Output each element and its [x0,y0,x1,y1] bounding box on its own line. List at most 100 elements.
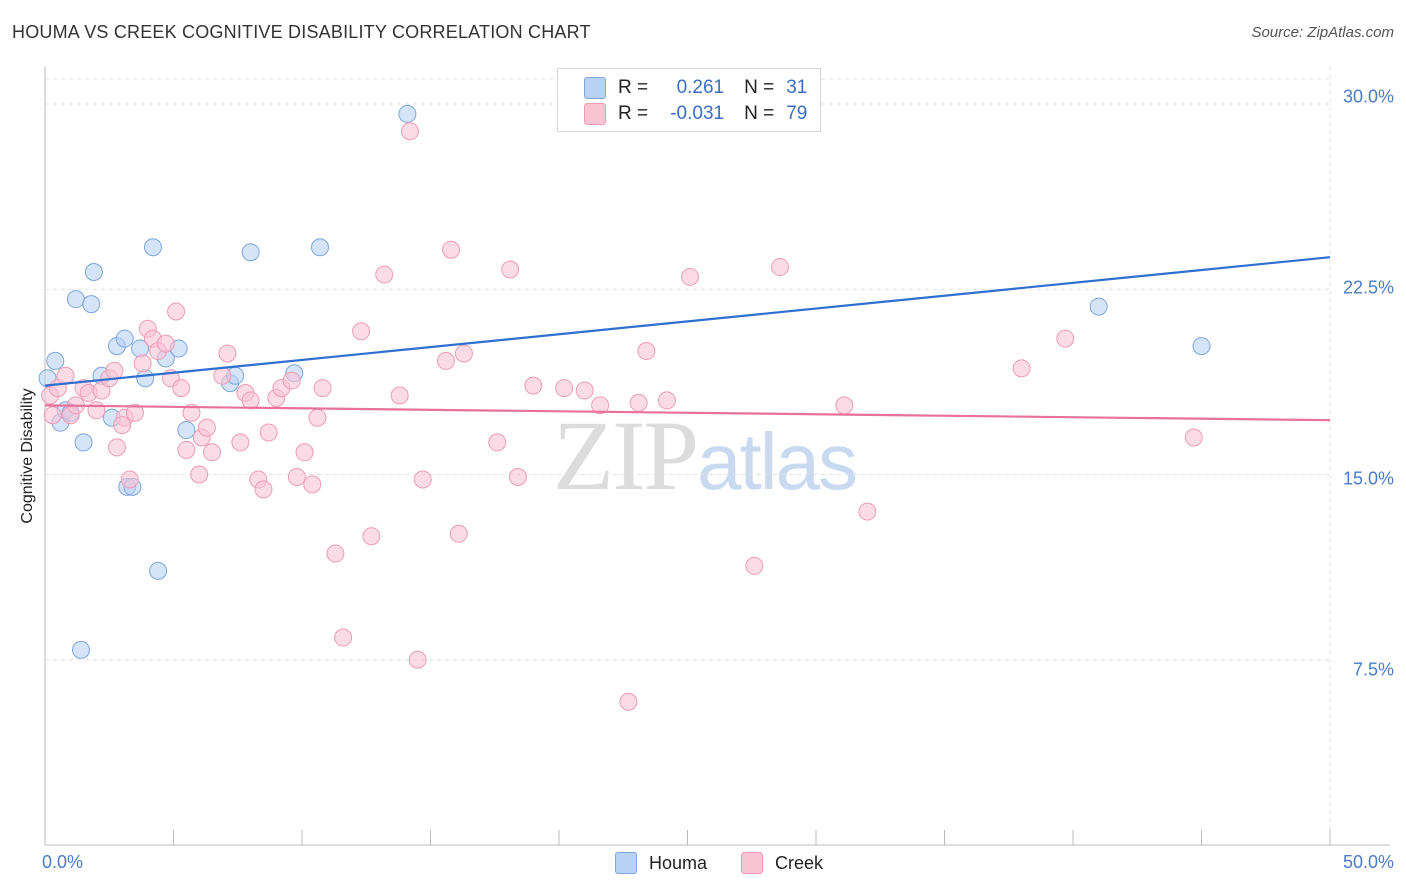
watermark-atlas: atlas [697,417,858,506]
y-axis-label: Cognitive Disability [19,388,36,524]
creek-point [259,423,278,442]
x-tick-label-max: 50.0% [1342,852,1394,872]
creek-r-value: -0.031 [670,103,725,124]
creek-point [375,265,394,284]
creek-point [43,406,62,425]
houma-legend-label: Houma [649,852,708,873]
chart-title: HOUMA VS CREEK COGNITIVE DISABILITY CORR… [12,22,591,42]
creek-legend-label: Creek [775,852,824,873]
creek-swatch [584,103,606,125]
creek-point [308,408,327,427]
series-legend: Houma Creek [615,852,857,874]
creek-point [105,361,124,380]
houma-point [136,369,155,388]
source-credit: Source: ZipAtlas.com [1251,24,1394,41]
houma-point [143,238,162,257]
legend-item-creek: Creek [741,852,823,874]
creek-point [400,122,419,141]
creek-point [241,391,260,410]
creek-point [120,470,139,489]
houma-point [149,561,168,580]
houma-point [1089,297,1108,316]
creek-point [231,433,250,452]
creek-point [362,527,381,546]
creek-point [203,443,222,462]
creek-point [681,267,700,286]
watermark-zip: ZIP [553,400,699,511]
houma-point [1192,337,1211,356]
creek-point [1056,329,1075,348]
creek-point [254,480,273,499]
creek-point [295,443,314,462]
creek-point [629,393,648,412]
creek-point [657,391,676,410]
creek-point [619,692,638,711]
houma-point [74,433,93,452]
creek-point [442,240,461,259]
axes [44,67,1390,846]
creek-point [213,366,232,385]
creek-point [555,379,574,398]
creek-point [508,467,527,486]
creek-point [334,628,353,647]
creek-point [113,416,132,435]
trend-lines [44,256,1331,422]
creek-point [488,433,507,452]
creek-point [156,334,175,353]
houma-point [398,104,417,123]
houma-n-label: N = [744,77,775,98]
creek-point [313,379,332,398]
creek-point [637,342,656,361]
creek-point [413,470,432,489]
creek-point [87,401,106,420]
creek-point [591,396,610,415]
creek-point [107,438,126,457]
houma-r-label: R = [618,77,649,98]
creek-point [771,258,790,277]
houma-point [66,290,85,309]
creek-point [197,418,216,437]
creek-n-value: 79 [786,103,808,124]
creek-point [287,467,306,486]
legend-row-creek: R = -0.031 N = 79 [584,103,807,125]
creek-point [745,556,764,575]
creek-point [326,544,345,563]
houma-point [177,421,196,440]
creek-point [352,322,371,341]
creek-point [303,475,322,494]
y-tick-label: 30.0% [1342,86,1394,107]
creek-point [436,351,455,370]
creek-point [125,403,144,422]
creek-point [177,440,196,459]
grid-lines [45,67,1331,845]
creek-point [190,465,209,484]
creek-point [449,524,468,543]
creek-point [218,344,237,363]
y-tick-label: 22.5% [1342,277,1394,298]
creek-point [501,260,520,279]
creek-point [1012,359,1031,378]
creek-point [835,396,854,415]
creek-point [167,302,186,321]
houma-point [46,351,65,370]
creek-r-label: R = [618,103,649,124]
houma-n-value: 31 [786,77,808,98]
houma-legend-swatch [615,852,637,874]
creek-point [408,650,427,669]
creek-trend-line [44,404,1331,422]
creek-point [133,354,152,373]
creek-point [390,386,409,405]
correlation-legend: R = 0.261 N = 31 R = -0.031 N = 79 [557,68,821,132]
creek-point [524,376,543,395]
houma-point [241,243,260,262]
houma-point [71,640,90,659]
creek-point [1184,428,1203,447]
creek-point [172,379,191,398]
legend-row-houma: R = 0.261 N = 31 [584,77,807,99]
legend-item-houma: Houma [615,852,707,874]
creek-point [858,502,877,521]
creek-point [575,381,594,400]
houma-point [82,295,101,314]
creek-point [56,366,75,385]
